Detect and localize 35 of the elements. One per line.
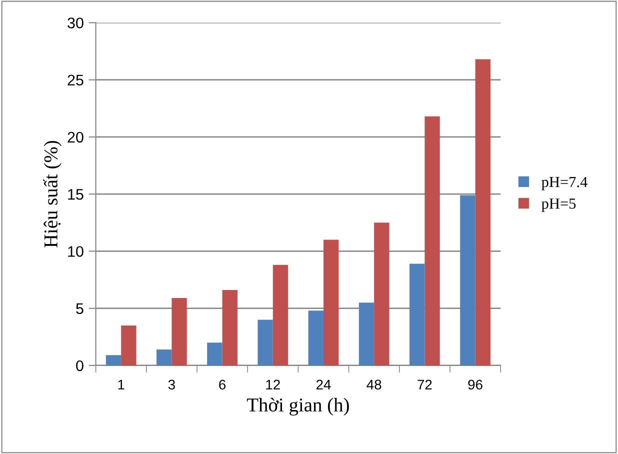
bar bbox=[172, 298, 187, 366]
bar bbox=[121, 325, 136, 366]
y-tick-label: 15 bbox=[68, 189, 84, 200]
bar bbox=[222, 290, 238, 366]
bar bbox=[207, 342, 222, 366]
bar bbox=[156, 349, 172, 366]
bar bbox=[358, 302, 374, 366]
legend-label: pH=7.4 bbox=[542, 176, 588, 190]
bar bbox=[308, 310, 324, 366]
x-tick-label: 24 bbox=[316, 380, 331, 390]
y-tick-label: 20 bbox=[68, 132, 84, 143]
y-tick-label: 10 bbox=[68, 246, 84, 257]
y-tick-label: 0 bbox=[76, 360, 84, 372]
bar bbox=[460, 195, 476, 366]
bar bbox=[258, 320, 273, 366]
bar bbox=[374, 222, 390, 366]
x-tick-label: 96 bbox=[468, 380, 482, 390]
y-tick-label: 25 bbox=[68, 74, 84, 86]
bar bbox=[323, 240, 339, 366]
x-tick-label: 12 bbox=[266, 380, 280, 390]
x-tick-label: 3 bbox=[168, 380, 175, 390]
x-tick-label: 6 bbox=[219, 380, 226, 390]
x-tick-label: 48 bbox=[366, 380, 382, 390]
bar bbox=[410, 264, 425, 366]
bar bbox=[424, 116, 440, 366]
bar bbox=[272, 264, 288, 366]
y-tick-label: 30 bbox=[68, 18, 84, 28]
y-axis-title: Hiệu suất (%) bbox=[43, 140, 62, 248]
legend-label: pH=5 bbox=[542, 198, 576, 212]
x-axis-title: Thời gian (h) bbox=[246, 398, 349, 416]
y-tick-label: 5 bbox=[76, 303, 84, 314]
bar bbox=[475, 59, 490, 366]
x-tick-label: 72 bbox=[418, 380, 432, 390]
bar bbox=[106, 355, 122, 366]
x-tick-label: 1 bbox=[118, 380, 124, 390]
